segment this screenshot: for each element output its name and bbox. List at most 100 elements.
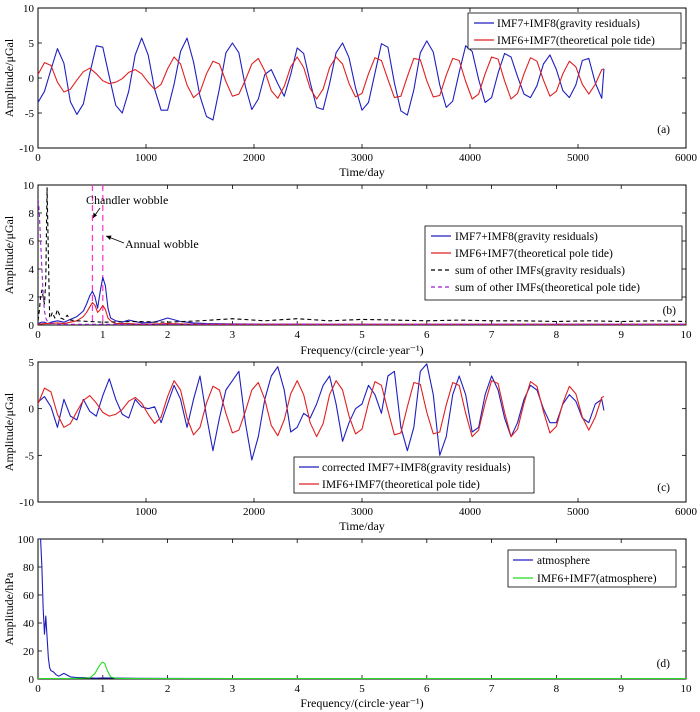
panel-b-xtick-label-7: 7 (489, 329, 495, 341)
panel-a: 0 1000 2000 3000 4000 5000 6000 -10 -5 0 5 10 Time/… (2, 3, 698, 179)
panel-c-legend: corrected IMF7+IMF8(gravity residuals) I… (293, 456, 535, 494)
panel-c-series (38, 363, 605, 461)
panel-a-series-0 (38, 37, 605, 121)
panel-d-ytick-label-1: 20 (23, 646, 35, 658)
panel-b-xtick-label-4: 4 (294, 329, 300, 341)
panel-c-xtick-label-1: 2000 (243, 506, 266, 518)
panel-d-ylabel: Amplitude/hPa (2, 572, 16, 645)
panel-b-xlabel: Frequency/(circle·year⁻¹) (300, 343, 423, 357)
panel-b-xtick-label-5: 5 (359, 329, 365, 341)
panel-a-legend-label-0: IMF7+IMF8(gravity residuals) (497, 18, 640, 30)
panel-b-xtick-label-3: 3 (230, 329, 236, 341)
panel-b-xtick-label-10: 10 (681, 329, 693, 341)
panel-b-legend-label-2: sum of other IMFs(gravity residuals) (455, 265, 625, 277)
panel-b-ytick-label-1: 2 (29, 292, 35, 304)
panel-a-series-1 (38, 56, 605, 100)
panel-d-xtick-label-5: 5 (359, 683, 365, 695)
panel-a-ytick-label-2: 0 (29, 73, 35, 85)
panel-c-tag: (c) (657, 482, 670, 494)
panel-a-ytick-label-0: -10 (19, 143, 34, 155)
panel-c-legend-label-0: corrected IMF7+IMF8(gravity residuals) (322, 462, 511, 474)
panel-c-xtick-label-3: 4000 (459, 506, 482, 518)
panel-b-ticks: 0 1 2 3 4 5 6 7 8 9 10 0 2 4 6 8 10 (23, 180, 692, 341)
panel-a-legend-box (467, 12, 682, 50)
panel-b-series-2 (38, 187, 686, 323)
panel-d-ytick-label-2: 40 (23, 618, 35, 630)
panel-b-ytick-label-2: 4 (29, 264, 35, 276)
panel-a-legend-label-1: IMF6+IMF7(theoretical pole tide) (497, 35, 655, 47)
panel-d-xtick-label-6: 6 (424, 683, 430, 695)
panel-d-xtick-label-0: 0 (35, 683, 41, 695)
panel-b: 0 1 2 3 4 5 6 7 8 9 10 0 2 4 6 8 10 Frequency/(circle·ye… (2, 180, 692, 357)
panel-c-legend-label-1: IMF6+IMF7(theoretical pole tide) (322, 479, 480, 491)
panel-d-series-1 (38, 661, 686, 679)
panel-b-ytick-label-5: 10 (23, 180, 35, 192)
panel-d-legend-label-0: atmosphere (537, 555, 590, 567)
panel-d-tag: (d) (657, 658, 671, 670)
panel-c-ytick-label-1: -5 (25, 450, 35, 462)
panel-c-series-1 (38, 380, 605, 438)
panel-d-xtick-label-7: 7 (489, 683, 495, 695)
panel-b-legend-label-0: IMF7+IMF8(gravity residuals) (455, 231, 598, 243)
panel-d-xtick-label-9: 9 (618, 683, 624, 695)
annual-wobble-label: Annual wobble (125, 237, 199, 251)
panel-a-series (38, 37, 605, 121)
panel-a-ytick-label-4: 10 (23, 3, 35, 15)
panel-d-ytick-label-0: 0 (29, 674, 35, 686)
panel-c-ytick-label-2: 0 (29, 404, 35, 416)
panel-d-ytick-label-3: 60 (23, 590, 35, 602)
panel-b-ytick-label-3: 6 (29, 236, 35, 248)
panel-d-legend: atmosphere IMF6+IMF7(atmosphere) (507, 549, 677, 588)
panel-c-xlabel: Time/day (339, 519, 385, 533)
panel-d-xtick-label-10: 10 (681, 683, 693, 695)
panel-b-ytick-label-0: 0 (29, 320, 35, 332)
panel-d-ytick-label-5: 100 (18, 534, 35, 546)
panel-d-xtick-label-8: 8 (554, 683, 560, 695)
chandler-wobble-arrowhead (93, 212, 97, 218)
panel-a-ylabel: Amplitude/μGal (2, 38, 16, 117)
panel-c-ytick-label-3: 5 (29, 357, 35, 369)
panel-d-xlabel: Frequency/(circle·year⁻¹) (300, 696, 423, 710)
panel-b-series-1 (38, 302, 686, 325)
panel-b-annotations: Chandler wobble Annual wobble (86, 193, 199, 251)
panel-c-ticks: 1000 2000 3000 4000 5000 6000 -10 -5 0 5 (19, 357, 697, 518)
panel-a-xtick-label-4: 4000 (459, 152, 482, 164)
panel-a-xlabel: Time/day (339, 165, 385, 179)
chandler-wobble-label: Chandler wobble (86, 193, 168, 207)
panel-a-xtick-label-5: 5000 (567, 152, 590, 164)
panel-b-xtick-label-0: 0 (35, 329, 41, 341)
panel-d-xtick-label-2: 2 (165, 683, 171, 695)
panel-d-xtick-label-1: 1 (100, 683, 106, 695)
panel-b-ylabel: Amplitude/μGal (2, 215, 16, 294)
panel-a-ytick-label-1: -5 (25, 108, 35, 120)
panel-b-xtick-label-6: 6 (424, 329, 430, 341)
panel-c-series-0 (38, 363, 605, 461)
panel-a-ticks: 0 1000 2000 3000 4000 5000 6000 -10 -5 0 5 10 (19, 3, 697, 164)
panel-c-xtick-label-5: 6000 (675, 506, 698, 518)
panel-c-xtick-label-4: 5000 (567, 506, 590, 518)
panel-d-series (38, 539, 686, 679)
panel-b-series (38, 185, 686, 325)
panel-b-ytick-label-4: 8 (29, 208, 35, 220)
panel-c: 1000 2000 3000 4000 5000 6000 -10 -5 0 5 Time/day… (2, 357, 698, 533)
panel-d-xtick-label-4: 4 (294, 683, 300, 695)
panel-b-legend-label-3: sum of other IMFs(theoretical pole tide) (455, 282, 640, 294)
panel-a-xtick-label-1: 1000 (135, 152, 158, 164)
panel-b-xtick-label-8: 8 (554, 329, 560, 341)
panel-a-xtick-label-0: 0 (35, 152, 41, 164)
panel-c-xtick-label-0: 1000 (135, 506, 158, 518)
panel-b-legend: IMF7+IMF8(gravity residuals) IMF6+IMF7(t… (424, 225, 683, 301)
panel-a-tag: (a) (657, 124, 670, 136)
panel-d-ytick-label-4: 80 (23, 562, 35, 574)
panel-b-legend-box (424, 225, 683, 301)
panel-c-xtick-label-2: 3000 (351, 506, 374, 518)
panel-c-ytick-label-0: -10 (19, 497, 34, 509)
annual-wobble-arrowhead (106, 235, 112, 240)
panel-b-tag: (b) (663, 305, 677, 317)
panel-a-xtick-label-6: 6000 (675, 152, 698, 164)
panel-c-legend-box (293, 456, 535, 494)
panel-a-legend: IMF7+IMF8(gravity residuals) IMF6+IMF7(t… (467, 12, 682, 50)
panel-d-legend-box (507, 549, 677, 588)
